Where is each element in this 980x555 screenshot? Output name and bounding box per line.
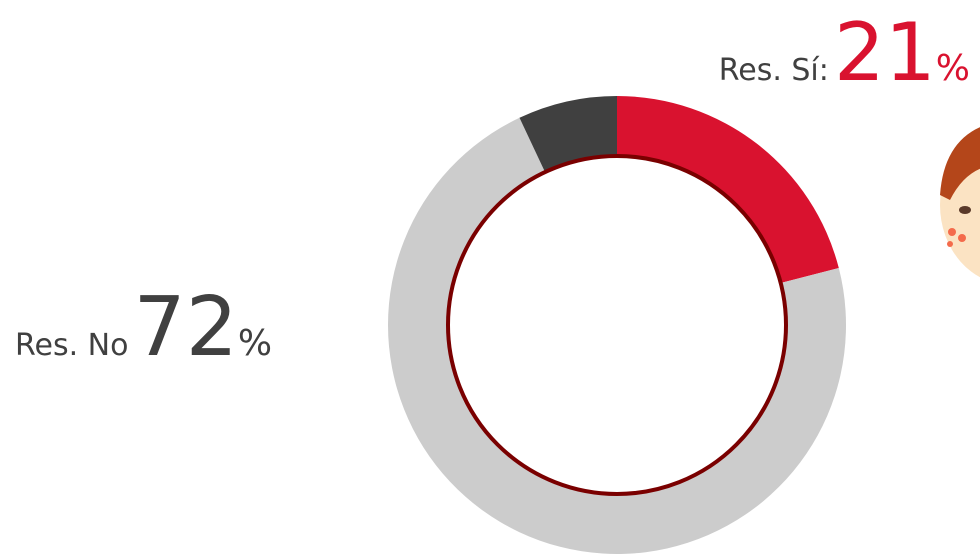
value-label: 21: [834, 6, 936, 99]
unit-label: %: [238, 323, 272, 364]
face-illustration: [940, 127, 980, 278]
label-no: Res. No 72%: [15, 280, 272, 375]
label-text: Res. No: [15, 328, 128, 363]
donut-segment: [519, 96, 617, 173]
label-si: Res. Sí: 21%: [719, 6, 970, 99]
value-label: 72: [134, 280, 238, 375]
inner-ring: [446, 154, 788, 496]
label-text: Res. Sí:: [719, 53, 829, 88]
donut: [387, 96, 846, 554]
unit-label: %: [936, 48, 970, 89]
donut-segment: [617, 96, 839, 283]
